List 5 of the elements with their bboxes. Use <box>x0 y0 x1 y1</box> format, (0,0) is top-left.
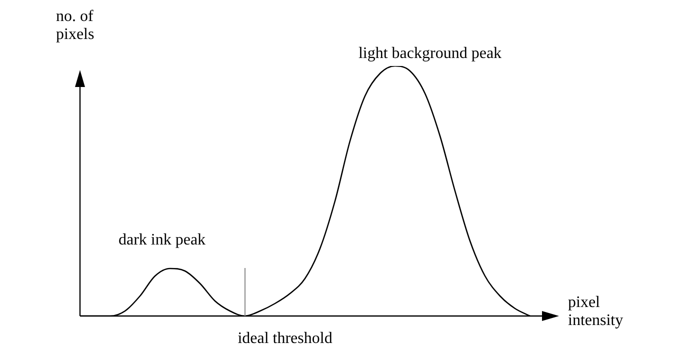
annotation: dark ink peak <box>118 232 206 249</box>
x-axis-title: pixel intensity <box>568 294 624 330</box>
y-axis-title: no. of pixels <box>56 8 96 44</box>
text: light background peak <box>358 45 502 62</box>
text: ideal threshold <box>238 330 332 348</box>
